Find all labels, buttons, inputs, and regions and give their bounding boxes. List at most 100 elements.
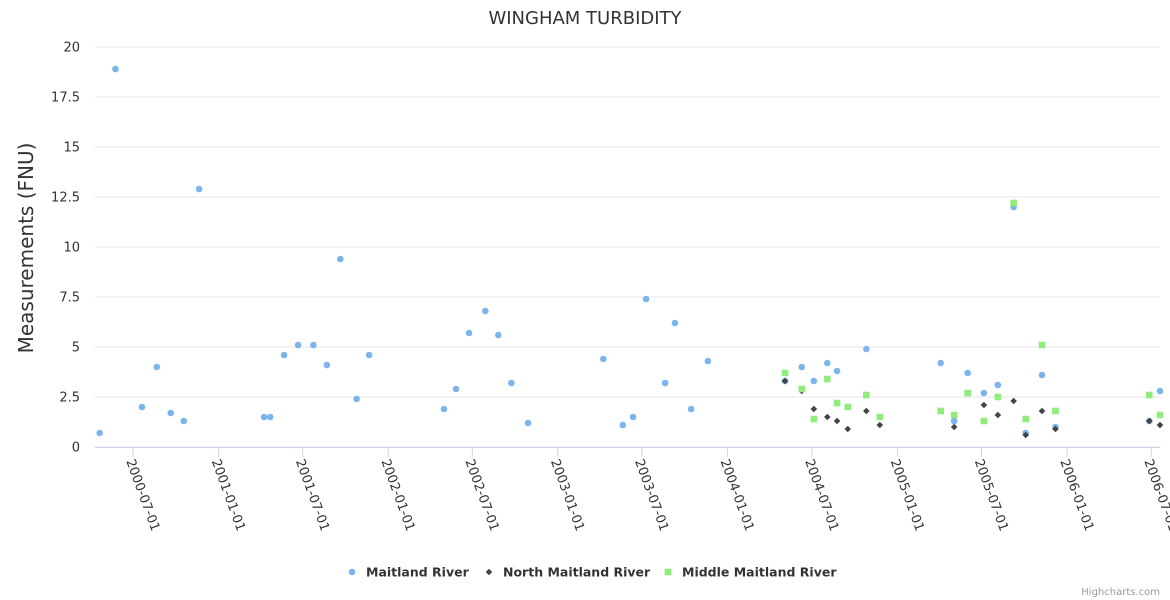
data-point[interactable] <box>600 355 607 363</box>
legend-symbol[interactable] <box>348 568 356 576</box>
legend-label[interactable]: North Maitland River <box>503 565 651 580</box>
data-point[interactable] <box>937 407 944 415</box>
data-point[interactable] <box>266 413 274 421</box>
data-point[interactable] <box>994 411 1002 419</box>
data-point[interactable] <box>964 389 971 397</box>
data-point[interactable] <box>964 369 971 377</box>
data-point[interactable] <box>365 351 373 359</box>
data-point[interactable] <box>844 403 852 411</box>
data-point[interactable] <box>138 403 146 411</box>
data-point[interactable] <box>824 359 831 367</box>
data-point[interactable] <box>1022 415 1030 423</box>
legend-item-middle-maitland-river[interactable]: Middle Maitland River <box>664 565 838 580</box>
series-north-maitland-river[interactable] <box>781 377 1164 439</box>
y-tick-label: 15 <box>63 141 80 156</box>
data-point[interactable] <box>876 413 884 421</box>
legend-item-maitland-river[interactable]: Maitland River <box>348 565 470 580</box>
x-tick-label: 2004-07-01 <box>801 457 841 533</box>
plot-series[interactable] <box>96 65 1164 439</box>
data-point[interactable] <box>833 417 841 425</box>
data-point[interactable] <box>1156 411 1164 419</box>
data-point[interactable] <box>260 413 268 421</box>
data-point[interactable] <box>781 377 789 385</box>
highcharts-credit[interactable]: Highcharts.com <box>1081 587 1160 598</box>
data-point[interactable] <box>452 385 460 393</box>
data-point[interactable] <box>629 413 637 421</box>
data-point[interactable] <box>1146 391 1153 399</box>
legend-symbol[interactable] <box>485 568 493 576</box>
data-point[interactable] <box>833 367 841 375</box>
data-point[interactable] <box>1038 407 1046 415</box>
data-point[interactable] <box>810 415 818 423</box>
data-point[interactable] <box>810 377 818 385</box>
data-point[interactable] <box>112 65 119 73</box>
data-point[interactable] <box>980 401 988 409</box>
data-point[interactable] <box>1022 431 1030 439</box>
data-point[interactable] <box>1156 387 1164 395</box>
data-point[interactable] <box>824 413 831 421</box>
data-point[interactable] <box>642 295 650 303</box>
data-point[interactable] <box>704 357 712 365</box>
data-point[interactable] <box>876 421 884 429</box>
data-point[interactable] <box>310 341 317 349</box>
data-point[interactable] <box>950 411 958 419</box>
data-point[interactable] <box>937 359 944 367</box>
data-point[interactable] <box>687 405 695 413</box>
data-point[interactable] <box>353 395 360 403</box>
legend-item-north-maitland-river[interactable]: North Maitland River <box>485 565 651 580</box>
series-middle-maitland-river[interactable] <box>781 199 1164 425</box>
data-point[interactable] <box>863 391 870 399</box>
data-point[interactable] <box>671 319 679 327</box>
x-tick-label: 2005-07-01 <box>971 457 1011 533</box>
data-point[interactable] <box>781 369 789 377</box>
data-point[interactable] <box>950 417 958 425</box>
legend-label[interactable]: Middle Maitland River <box>682 565 837 580</box>
x-tick-label: 2006-07-01 <box>1140 457 1170 533</box>
data-point[interactable] <box>1010 397 1017 405</box>
data-point[interactable] <box>833 399 841 407</box>
data-point[interactable] <box>863 407 870 415</box>
data-point[interactable] <box>994 393 1002 401</box>
data-point[interactable] <box>323 361 331 369</box>
data-point[interactable] <box>980 389 988 397</box>
data-point[interactable] <box>994 381 1002 389</box>
data-point[interactable] <box>619 421 627 429</box>
data-point[interactable] <box>96 429 103 437</box>
data-point[interactable] <box>1156 421 1164 429</box>
data-point[interactable] <box>1052 425 1059 433</box>
y-tick-label: 12.5 <box>51 191 80 206</box>
data-point[interactable] <box>294 341 302 349</box>
data-point[interactable] <box>465 329 473 337</box>
y-tick-label: 17.5 <box>51 91 80 106</box>
data-point[interactable] <box>1010 199 1017 207</box>
legend-symbol[interactable] <box>664 568 672 576</box>
data-point[interactable] <box>980 417 988 425</box>
data-point[interactable] <box>180 417 188 425</box>
legend-label[interactable]: Maitland River <box>366 565 470 580</box>
data-point[interactable] <box>863 345 870 353</box>
y-tick-label: 10 <box>63 241 80 256</box>
data-point[interactable] <box>1038 341 1046 349</box>
data-point[interactable] <box>798 363 806 371</box>
data-point[interactable] <box>495 331 502 339</box>
data-point[interactable] <box>440 405 448 413</box>
data-point[interactable] <box>153 363 161 371</box>
data-point[interactable] <box>524 419 532 427</box>
data-point[interactable] <box>1038 371 1046 379</box>
data-point[interactable] <box>824 375 831 383</box>
data-point[interactable] <box>1052 407 1059 415</box>
data-point[interactable] <box>337 255 344 263</box>
data-point[interactable] <box>810 405 818 413</box>
data-point[interactable] <box>661 379 669 387</box>
data-point[interactable] <box>950 423 958 431</box>
series-maitland-river[interactable] <box>96 65 1164 437</box>
data-point[interactable] <box>1146 417 1153 425</box>
data-point[interactable] <box>482 307 489 315</box>
data-point[interactable] <box>167 409 175 417</box>
data-point[interactable] <box>195 185 203 193</box>
data-point[interactable] <box>280 351 288 359</box>
data-point[interactable] <box>508 379 515 387</box>
legend[interactable]: Maitland River North Maitland River Middle… <box>348 565 838 580</box>
data-point[interactable] <box>798 385 806 393</box>
data-point[interactable] <box>844 425 852 433</box>
